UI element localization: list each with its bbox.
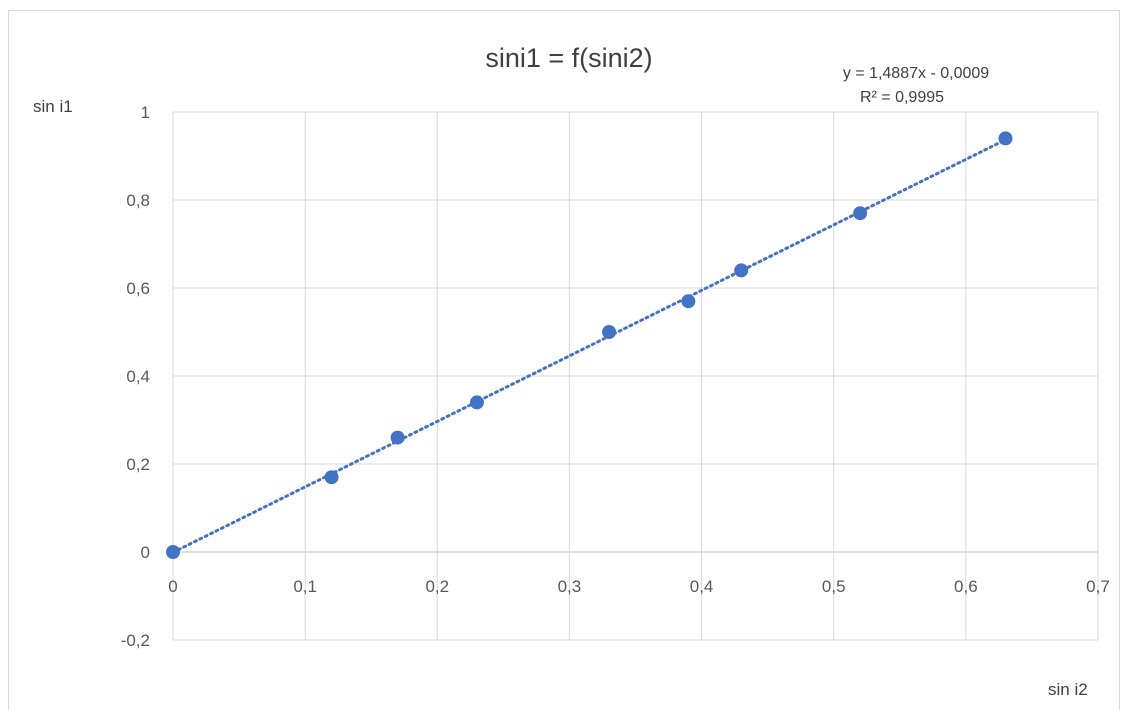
chart-title: sini1 = f(sini2) [485, 43, 652, 73]
x-tick-label: 0,5 [822, 577, 846, 596]
x-tick-label: 0,6 [954, 577, 978, 596]
y-tick-label: 0,8 [126, 191, 150, 210]
data-point [602, 325, 617, 339]
x-tick-label: 0,1 [293, 577, 317, 596]
x-tick-labels: 0 0,1 0,2 0,3 0,4 0,5 0,6 0,7 [168, 577, 1110, 596]
chart-frame [8, 10, 1120, 710]
x-tick-label: 0,3 [558, 577, 582, 596]
data-points [166, 131, 1013, 559]
trendline [171, 138, 1007, 554]
y-axis-label: sin i1 [33, 97, 73, 116]
data-point [469, 395, 484, 410]
y-tick-label: 0 [141, 543, 150, 562]
x-tick-label: 0,4 [690, 577, 714, 596]
trendline-group [171, 138, 1007, 554]
y-tick-label: -0,2 [121, 631, 150, 650]
x-tick-label: 0,7 [1086, 577, 1110, 596]
vertical-gridlines [172, 112, 1099, 640]
data-point [681, 294, 696, 309]
y-tick-label: 0,6 [126, 279, 150, 298]
data-point [166, 545, 180, 559]
data-point [998, 131, 1013, 146]
trendline-r-squared: R² = 0,9995 [860, 89, 944, 106]
data-point [734, 263, 749, 278]
y-tick-label: 0,4 [126, 367, 150, 386]
x-axis-label: sin i2 [1048, 680, 1088, 699]
x-tick-label: 0,2 [425, 577, 449, 596]
y-tick-labels: -0,2 0 0,2 0,4 0,6 0,8 1 [121, 103, 150, 650]
horizontal-gridlines [173, 111, 1098, 641]
x-tick-label: 0 [168, 577, 177, 596]
y-tick-label: 0,2 [126, 455, 150, 474]
y-tick-label: 1 [141, 103, 150, 122]
data-point [853, 206, 868, 221]
data-point [390, 430, 405, 445]
data-point [324, 470, 339, 485]
trendline-equation: y = 1,4887x - 0,0009 [843, 65, 989, 82]
